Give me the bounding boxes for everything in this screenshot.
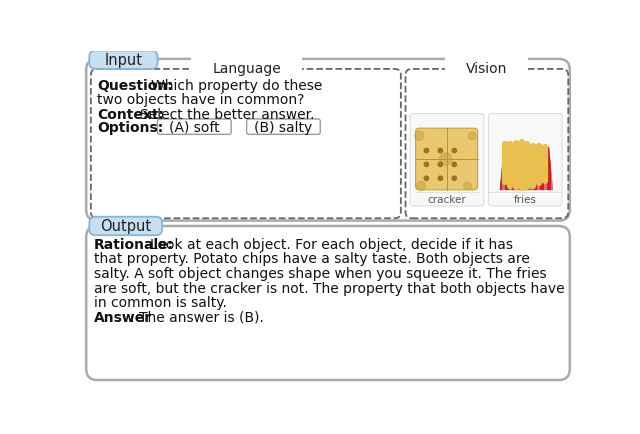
FancyBboxPatch shape [415, 129, 477, 191]
Circle shape [452, 177, 456, 181]
FancyBboxPatch shape [86, 60, 570, 221]
Text: two objects have in common?: two objects have in common? [97, 93, 305, 107]
Text: Options:: Options: [97, 120, 163, 135]
Text: Language: Language [212, 62, 281, 76]
Polygon shape [509, 148, 513, 191]
Text: Question:: Question: [97, 79, 173, 93]
Polygon shape [531, 148, 533, 191]
Circle shape [468, 133, 476, 141]
Polygon shape [500, 148, 553, 191]
Circle shape [417, 182, 426, 191]
Circle shape [424, 149, 429, 153]
Polygon shape [524, 148, 527, 191]
Circle shape [424, 163, 429, 167]
Text: : The answer is (B).: : The answer is (B). [131, 310, 264, 324]
FancyBboxPatch shape [410, 114, 484, 207]
FancyBboxPatch shape [90, 217, 162, 236]
Circle shape [463, 183, 472, 191]
Text: Select the better answer.: Select the better answer. [140, 108, 315, 122]
Text: (B) salty: (B) salty [254, 120, 312, 135]
Text: Context:: Context: [97, 108, 164, 122]
FancyBboxPatch shape [406, 70, 568, 219]
Polygon shape [544, 148, 547, 191]
Text: Look at each object. For each object, decide if it has: Look at each object. For each object, de… [150, 237, 513, 251]
FancyBboxPatch shape [90, 51, 157, 70]
Text: Vision: Vision [466, 62, 508, 76]
Circle shape [452, 163, 456, 167]
Text: are soft, but the cracker is not. The property that both objects have: are soft, but the cracker is not. The pr… [94, 281, 564, 295]
Polygon shape [516, 148, 520, 191]
Text: Input: Input [104, 53, 143, 68]
FancyBboxPatch shape [488, 114, 562, 207]
Text: salty. A soft object changes shape when you squeeze it. The fries: salty. A soft object changes shape when … [94, 266, 547, 280]
Text: Rationale:: Rationale: [94, 237, 174, 251]
Circle shape [438, 149, 442, 153]
Text: Answer: Answer [94, 310, 152, 324]
Text: that property. Potato chips have a salty taste. Both objects are: that property. Potato chips have a salty… [94, 252, 530, 266]
Text: in common is salty.: in common is salty. [94, 296, 227, 309]
Text: fries: fries [513, 194, 536, 204]
Polygon shape [551, 148, 554, 191]
Polygon shape [502, 148, 506, 191]
Circle shape [452, 149, 456, 153]
Circle shape [438, 177, 442, 181]
Text: cracker: cracker [428, 194, 466, 204]
Circle shape [438, 163, 442, 167]
Circle shape [424, 177, 429, 181]
Circle shape [440, 154, 452, 166]
FancyBboxPatch shape [246, 120, 320, 135]
FancyBboxPatch shape [91, 70, 401, 219]
FancyBboxPatch shape [157, 120, 231, 135]
Circle shape [415, 132, 424, 141]
Polygon shape [537, 148, 540, 191]
Text: Which property do these: Which property do these [150, 79, 322, 93]
Text: (A) soft: (A) soft [169, 120, 220, 135]
FancyBboxPatch shape [86, 227, 570, 380]
Text: Output: Output [100, 219, 151, 234]
